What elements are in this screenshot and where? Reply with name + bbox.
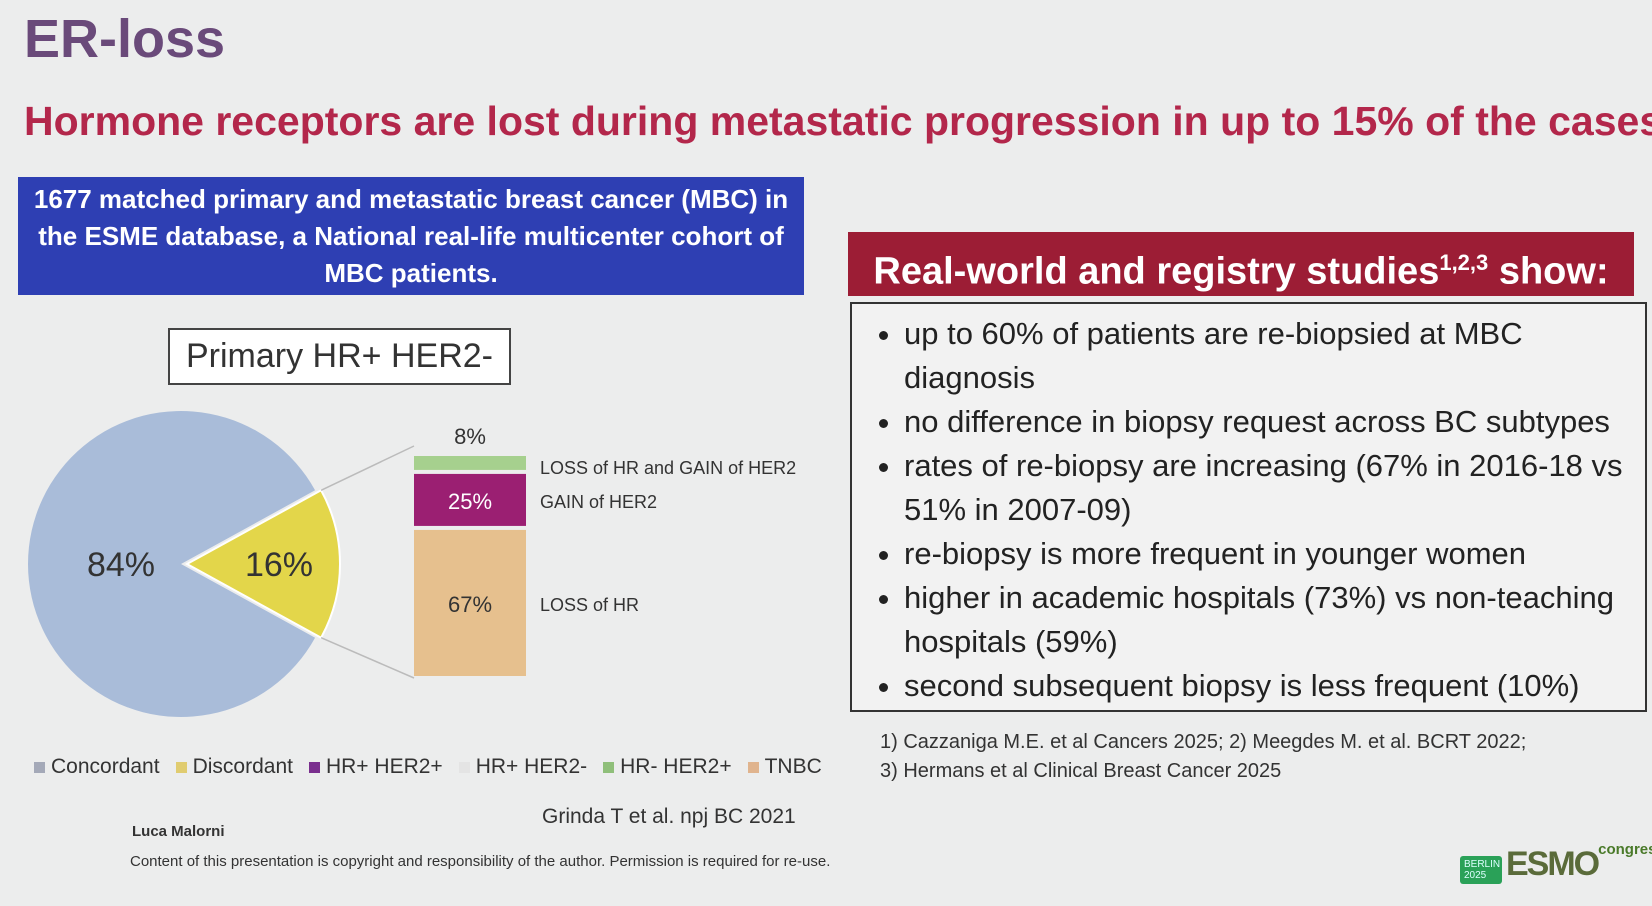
pie-slice-concordant: [28, 411, 316, 717]
logo-year: 2025: [1464, 870, 1487, 881]
legend-swatch: [308, 762, 320, 773]
bullet-item: second subsequent biopsy is less frequen…: [904, 664, 1635, 708]
connector-line: [320, 637, 415, 679]
cohort-line: MBC patients.: [324, 258, 498, 288]
bar-segment-gain-of-her2: [414, 473, 526, 526]
chart-legend: Concordant Discordant HR+ HER2+ HR+ HER2- HR…: [34, 755, 822, 779]
connector-line: [320, 445, 415, 491]
legend-swatch: [458, 762, 470, 773]
legend-swatch: [34, 762, 45, 773]
legend-item: HR+ HER2-: [458, 755, 588, 779]
logo-name: ESMO: [1506, 845, 1600, 883]
logo-city: BERLIN: [1464, 859, 1501, 870]
legend-item: HR+ HER2+: [308, 755, 443, 779]
legend-item: Discordant: [175, 755, 293, 779]
slide-title: ER-loss: [24, 9, 226, 69]
legend-label: HR+ HER2-: [475, 755, 588, 778]
studies-box: up to 60% of patients are re-biopsied at…: [850, 302, 1647, 712]
pie-of-bar-chart: 84% 16% 67% LOSS of HR 25% GAIN of HER2 8% LOSS…: [28, 411, 796, 717]
studies-header: Real-world and registry studies1,2,3 sho…: [848, 232, 1634, 296]
bar-segment-loss-of-hr: [414, 529, 526, 676]
legend-swatch: [175, 762, 187, 773]
bar-value-label: 67%: [448, 592, 492, 617]
legend-item: HR- HER2+: [603, 755, 732, 779]
bar-value-label: 25%: [448, 489, 492, 514]
bullet-item: re-biopsy is more frequent in younger wo…: [904, 532, 1635, 576]
copyright-notice: Content of this presentation is copyrigh…: [130, 853, 831, 870]
author: Luca Malorni: [132, 823, 225, 840]
slide-subtitle: Hormone receptors are lost during metast…: [24, 98, 1652, 144]
citation: Grinda T et al. npj BC 2021: [542, 805, 796, 828]
cohort-line: 1677 matched primary and metastatic brea…: [33, 184, 789, 214]
legend-label: Concordant: [51, 755, 160, 778]
legend-swatch: [603, 762, 615, 773]
pie-slice-discordant: [184, 488, 341, 640]
legend-label: HR- HER2+: [620, 755, 732, 778]
legend-label: TNBC: [764, 755, 822, 778]
cohort-line: the ESME database, a National real-life …: [38, 221, 784, 251]
legend-swatch: [747, 762, 759, 773]
bar-category-label: LOSS of HR and GAIN of HER2: [540, 458, 796, 478]
logo-badge: BERLIN 2025: [1460, 856, 1502, 884]
cohort-box: 1677 matched primary and metastatic brea…: [18, 177, 804, 295]
legend-label: HR+ HER2+: [325, 755, 443, 778]
header-text: Real-world and registry studies: [873, 250, 1440, 293]
bar-segment-loss-of-hr-and-gain-of-her2: [414, 456, 526, 470]
chart-title: Primary HR+ HER2-: [168, 328, 511, 385]
bar-category-label: GAIN of HER2: [540, 492, 657, 512]
bullet-item: rates of re-biopsy are increasing (67% i…: [904, 444, 1635, 532]
bar-value-label: 8%: [454, 424, 486, 449]
bullet-item: higher in academic hospitals (73%) vs no…: [904, 576, 1635, 664]
header-superscript: 1,2,3: [1439, 250, 1489, 275]
bar-category-label: LOSS of HR: [540, 595, 639, 615]
legend-item: TNBC: [747, 755, 822, 779]
logo-suffix: congress: [1598, 841, 1652, 858]
pie-label-discordant: 16%: [245, 546, 313, 584]
references: 1) Cazzaniga M.E. et al Cancers 2025; 2)…: [880, 728, 1526, 786]
legend-label: Discordant: [192, 755, 293, 778]
bullet-item: no difference in biopsy request across B…: [904, 400, 1635, 444]
reference-line: 3) Hermans et al Clinical Breast Cancer …: [880, 760, 1282, 782]
bullet-item: up to 60% of patients are re-biopsied at…: [904, 312, 1635, 400]
pie-label-concordant: 84%: [87, 546, 155, 584]
legend-item: Concordant: [34, 755, 160, 779]
header-text-end: show:: [1488, 250, 1609, 293]
reference-line: 1) Cazzaniga M.E. et al Cancers 2025; 2)…: [880, 731, 1527, 753]
